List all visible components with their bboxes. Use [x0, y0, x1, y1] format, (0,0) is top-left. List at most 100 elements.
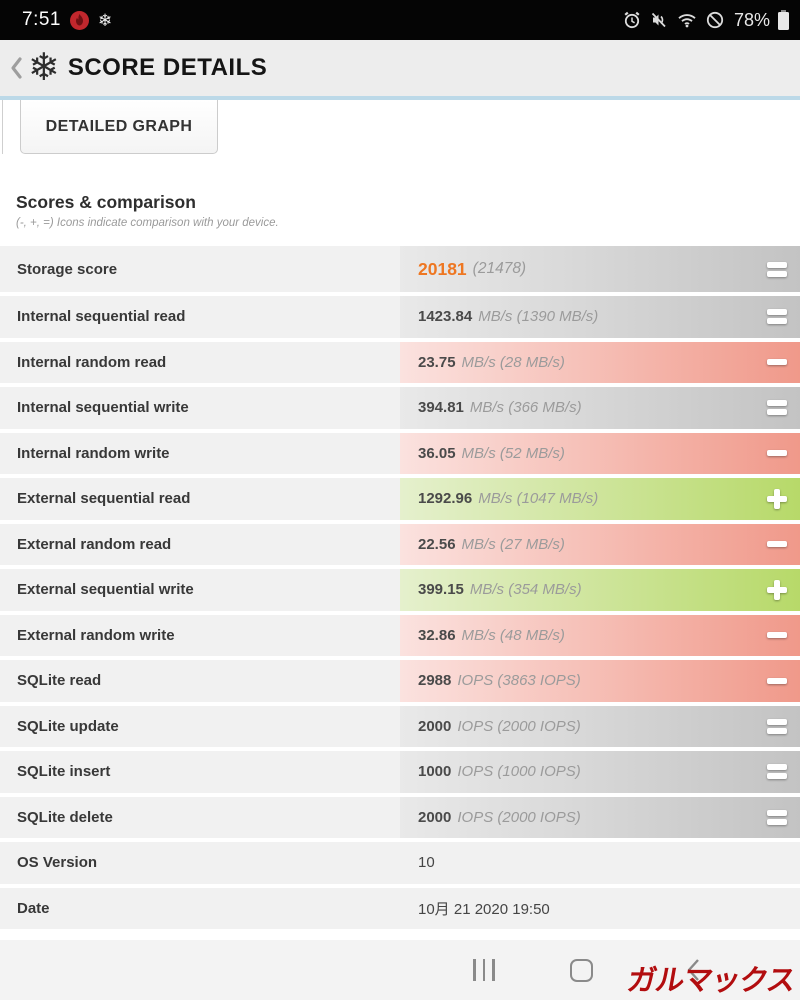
android-nav-bar: ガルマックス	[0, 940, 800, 1000]
row-label: SQLite insert	[0, 751, 400, 793]
row-value: 20181	[418, 258, 467, 279]
minus-icon	[767, 541, 787, 548]
table-row: External sequential write 399.15 MB/s (3…	[0, 569, 800, 611]
section-title: Scores & comparison	[16, 192, 196, 212]
row-value-area: 1423.84 MB/s (1390 MB/s)	[400, 296, 800, 338]
adjacent-tab-edge	[0, 100, 3, 154]
table-row: External random write 32.86 MB/s (48 MB/…	[0, 614, 800, 656]
table-row: External sequential read 1292.96 MB/s (1…	[0, 478, 800, 520]
row-value: 22.56	[418, 535, 456, 553]
equal-icon	[767, 400, 787, 416]
row-value-area: 394.81 MB/s (366 MB/s)	[400, 387, 800, 429]
vibrate-mute-icon	[649, 10, 669, 30]
content: DETAILED GRAPH Scores & comparison (-, +…	[0, 100, 800, 929]
row-value: 10	[418, 854, 435, 872]
row-label: Internal sequential write	[0, 387, 400, 429]
row-value-detail: MB/s (28 MB/s)	[461, 353, 565, 371]
plus-icon	[767, 579, 787, 600]
table-row: SQLite update 2000 IOPS (2000 IOPS)	[0, 705, 800, 747]
row-value-detail: MB/s (1047 MB/s)	[478, 490, 599, 508]
battery-icon	[777, 9, 790, 31]
row-value-detail: IOPS (3863 IOPS)	[457, 672, 581, 690]
row-value-area: 1000 IOPS (1000 IOPS)	[400, 751, 800, 793]
row-value-detail: IOPS (2000 IOPS)	[457, 717, 581, 735]
do-not-disturb-icon	[705, 10, 725, 30]
row-value-area: 399.15 MB/s (354 MB/s)	[400, 569, 800, 611]
row-label: Storage score	[0, 246, 400, 292]
row-value: 1423.84	[418, 308, 473, 326]
row-label: External random read	[0, 523, 400, 565]
row-value-detail: MB/s (1390 MB/s)	[478, 308, 599, 326]
score-table: Storage score 20181 (21478) Internal seq…	[0, 246, 800, 929]
row-value: 1000	[418, 763, 452, 781]
app-header: ❄ SCORE DETAILS	[0, 40, 800, 100]
flame-notification-icon	[69, 10, 89, 30]
row-value-area: 2000 IOPS (2000 IOPS)	[400, 705, 800, 747]
row-value: 2988	[418, 672, 452, 690]
row-value: 23.75	[418, 353, 456, 371]
section-subtitle: (-, +, =) Icons indicate comparison with…	[16, 217, 279, 229]
minus-icon	[767, 450, 787, 457]
row-value-detail: MB/s (27 MB/s)	[461, 535, 565, 553]
row-value-detail: MB/s (366 MB/s)	[469, 399, 582, 417]
row-value: 399.15	[418, 581, 464, 599]
row-label: External sequential read	[0, 478, 400, 520]
row-value: 394.81	[418, 399, 464, 417]
table-row: External random read 22.56 MB/s (27 MB/s…	[0, 523, 800, 565]
row-value: 2000	[418, 717, 452, 735]
row-value: 1292.96	[418, 490, 473, 508]
row-value-area: 2988 IOPS (3863 IOPS)	[400, 660, 800, 702]
row-label: Date	[0, 887, 400, 929]
equal-icon	[767, 718, 787, 734]
row-value-detail: MB/s (48 MB/s)	[461, 626, 565, 644]
table-row: Internal sequential read 1423.84 MB/s (1…	[0, 296, 800, 338]
plus-icon	[767, 488, 787, 509]
row-value: 32.86	[418, 626, 456, 644]
table-row: SQLite delete 2000 IOPS (2000 IOPS)	[0, 796, 800, 838]
page-title: SCORE DETAILS	[67, 54, 268, 81]
row-value-area: 32.86 MB/s (48 MB/s)	[400, 614, 800, 656]
table-row: Date 10月 21 2020 19:50	[0, 887, 800, 929]
row-label: SQLite update	[0, 705, 400, 747]
wifi-icon	[676, 10, 698, 30]
row-label: Internal random write	[0, 432, 400, 474]
equal-icon	[767, 809, 787, 825]
home-icon[interactable]	[570, 959, 593, 982]
equal-icon	[767, 261, 787, 277]
row-value-area: 22.56 MB/s (27 MB/s)	[400, 523, 800, 565]
equal-icon	[767, 764, 787, 780]
table-row: Internal random read 23.75 MB/s (28 MB/s…	[0, 341, 800, 383]
table-row: Internal sequential write 394.81 MB/s (3…	[0, 387, 800, 429]
tab-detailed-graph[interactable]: DETAILED GRAPH	[20, 100, 218, 154]
snowflake-notification-icon: ❄	[97, 10, 113, 30]
row-value-area: 20181 (21478)	[400, 246, 800, 292]
row-value-detail: MB/s (52 MB/s)	[461, 444, 565, 462]
table-row: SQLite read 2988 IOPS (3863 IOPS)	[0, 660, 800, 702]
row-label: SQLite read	[0, 660, 400, 702]
row-value-detail: IOPS (1000 IOPS)	[457, 763, 581, 781]
alarm-icon	[622, 10, 642, 30]
recents-icon[interactable]	[473, 959, 495, 981]
row-label: External random write	[0, 614, 400, 656]
row-value-area: 10	[400, 842, 800, 884]
back-chevron-icon[interactable]	[8, 53, 24, 83]
status-time: 7:51	[22, 9, 61, 30]
benchmark-snowflake-logo-icon: ❄	[28, 47, 60, 89]
equal-icon	[767, 309, 787, 325]
row-value: 2000	[418, 808, 452, 826]
table-row: Internal random write 36.05 MB/s (52 MB/…	[0, 432, 800, 474]
row-value-area: 23.75 MB/s (28 MB/s)	[400, 341, 800, 383]
row-label: Internal sequential read	[0, 296, 400, 338]
minus-icon	[767, 677, 787, 684]
minus-icon	[767, 632, 787, 639]
row-value: 36.05	[418, 444, 456, 462]
row-value: 10月 21 2020 19:50	[418, 900, 550, 918]
back-icon[interactable]	[686, 958, 701, 987]
status-bar: 7:51 ❄	[0, 0, 800, 40]
row-value-area: 1292.96 MB/s (1047 MB/s)	[400, 478, 800, 520]
row-value-area: 36.05 MB/s (52 MB/s)	[400, 432, 800, 474]
row-value-detail: MB/s (354 MB/s)	[469, 581, 582, 599]
row-label: OS Version	[0, 842, 400, 884]
battery-percent: 78%	[733, 9, 770, 30]
